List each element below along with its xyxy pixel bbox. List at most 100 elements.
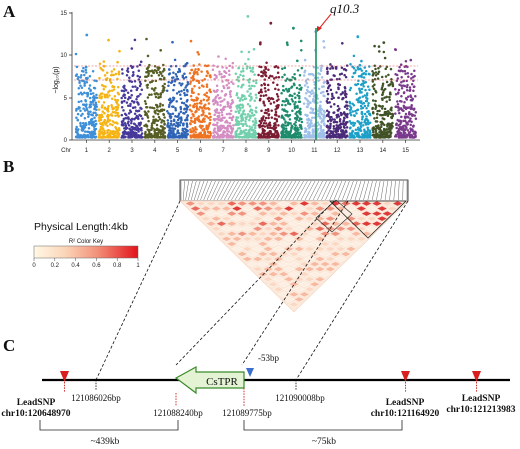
manhattan-point (254, 124, 257, 127)
manhattan-point (83, 73, 86, 77)
manhattan-point (120, 89, 124, 93)
manhattan-point (399, 63, 403, 66)
manhattan-point (414, 134, 417, 137)
manhattan-point (227, 86, 231, 89)
manhattan-point (280, 135, 284, 138)
manhattan-point (139, 106, 142, 110)
manhattan-point (130, 135, 134, 139)
y-tick-15: 15 (60, 11, 67, 17)
manhattan-point (333, 74, 336, 78)
manhattan-point (316, 127, 320, 131)
ld-cell (252, 215, 264, 222)
manhattan-point (156, 93, 160, 96)
manhattan-point (289, 93, 292, 97)
manhattan-point (361, 115, 364, 119)
manhattan-point (377, 124, 380, 127)
manhattan-point (275, 119, 279, 123)
manhattan-point (280, 116, 283, 119)
manhattan-point (407, 131, 411, 135)
manhattan-point (201, 79, 204, 82)
manhattan-point (111, 120, 114, 123)
manhattan-point (336, 109, 340, 112)
ld-cell (329, 220, 342, 227)
manhattan-point (311, 111, 314, 115)
manhattan-point (180, 117, 183, 121)
chr-tick-label: 8 (244, 148, 248, 154)
manhattan-point (84, 71, 88, 74)
manhattan-point (322, 81, 326, 84)
ld-cell (303, 205, 316, 212)
manhattan-point (331, 135, 334, 138)
manhattan-point (302, 74, 306, 77)
manhattan-point (122, 117, 126, 121)
chr-tick-label: 1 (85, 148, 89, 154)
manhattan-point (309, 107, 313, 110)
manhattan-point (288, 113, 292, 117)
manhattan-point (254, 121, 258, 125)
manhattan-point (97, 119, 101, 122)
manhattan-point (375, 116, 379, 120)
manhattan-point (349, 86, 353, 90)
manhattan-point (246, 113, 250, 116)
manhattan-point (272, 81, 275, 84)
manhattan-point (372, 72, 375, 75)
manhattan-point (184, 86, 187, 89)
manhattan-point (143, 100, 147, 103)
manhattan-point (204, 107, 208, 110)
manhattan-point (161, 84, 165, 88)
manhattan-point (242, 83, 245, 87)
ld-cell (278, 291, 290, 298)
ld-cell (335, 256, 347, 262)
ld-cell (314, 276, 326, 282)
ld-cell (309, 271, 321, 277)
manhattan-point (129, 104, 132, 108)
manhattan-point (179, 93, 182, 97)
manhattan-point (101, 132, 104, 135)
manhattan-point (374, 107, 377, 111)
manhattan-point (258, 123, 262, 127)
lead-snp-3-title: LeadSNP (462, 394, 501, 404)
manhattan-point (124, 124, 128, 127)
manhattan-point (79, 136, 82, 139)
manhattan-point (255, 96, 258, 99)
manhattan-point (95, 108, 98, 111)
ld-cell (371, 220, 383, 227)
ld-cell (236, 200, 248, 207)
manhattan-point (267, 99, 271, 103)
manhattan-point (217, 111, 221, 115)
manhattan-point (134, 136, 138, 139)
manhattan-point (153, 129, 156, 133)
manhattan-point (264, 116, 268, 120)
manhattan-point (372, 127, 376, 130)
manhattan-point (114, 72, 118, 76)
ld-cell (329, 251, 342, 257)
manhattan-point (194, 110, 197, 114)
manhattan-point (100, 83, 104, 87)
manhattan-point (340, 113, 343, 117)
manhattan-point (316, 66, 320, 70)
manhattan-point (235, 119, 238, 123)
manhattan-point (378, 134, 382, 137)
manhattan-point (272, 128, 276, 131)
manhattan-point (397, 91, 400, 94)
manhattan-point (238, 108, 242, 112)
manhattan-point (126, 70, 130, 74)
manhattan-point (237, 76, 240, 79)
manhattan-point (120, 106, 124, 109)
manhattan-point (189, 130, 193, 133)
manhattan-point (188, 108, 192, 111)
manhattan-point (156, 134, 159, 137)
manhattan-point (163, 122, 166, 126)
manhattan-point (284, 103, 287, 107)
manhattan-point (116, 111, 120, 115)
manhattan-point (237, 132, 241, 136)
manhattan-point (397, 127, 401, 131)
manhattan-point (110, 114, 114, 117)
manhattan-point (222, 108, 226, 111)
manhattan-point (147, 119, 150, 123)
manhattan-point (329, 124, 332, 127)
ld-cell (257, 200, 269, 207)
manhattan-point (165, 89, 169, 92)
manhattan-point (183, 93, 187, 97)
manhattan-point (338, 77, 341, 81)
